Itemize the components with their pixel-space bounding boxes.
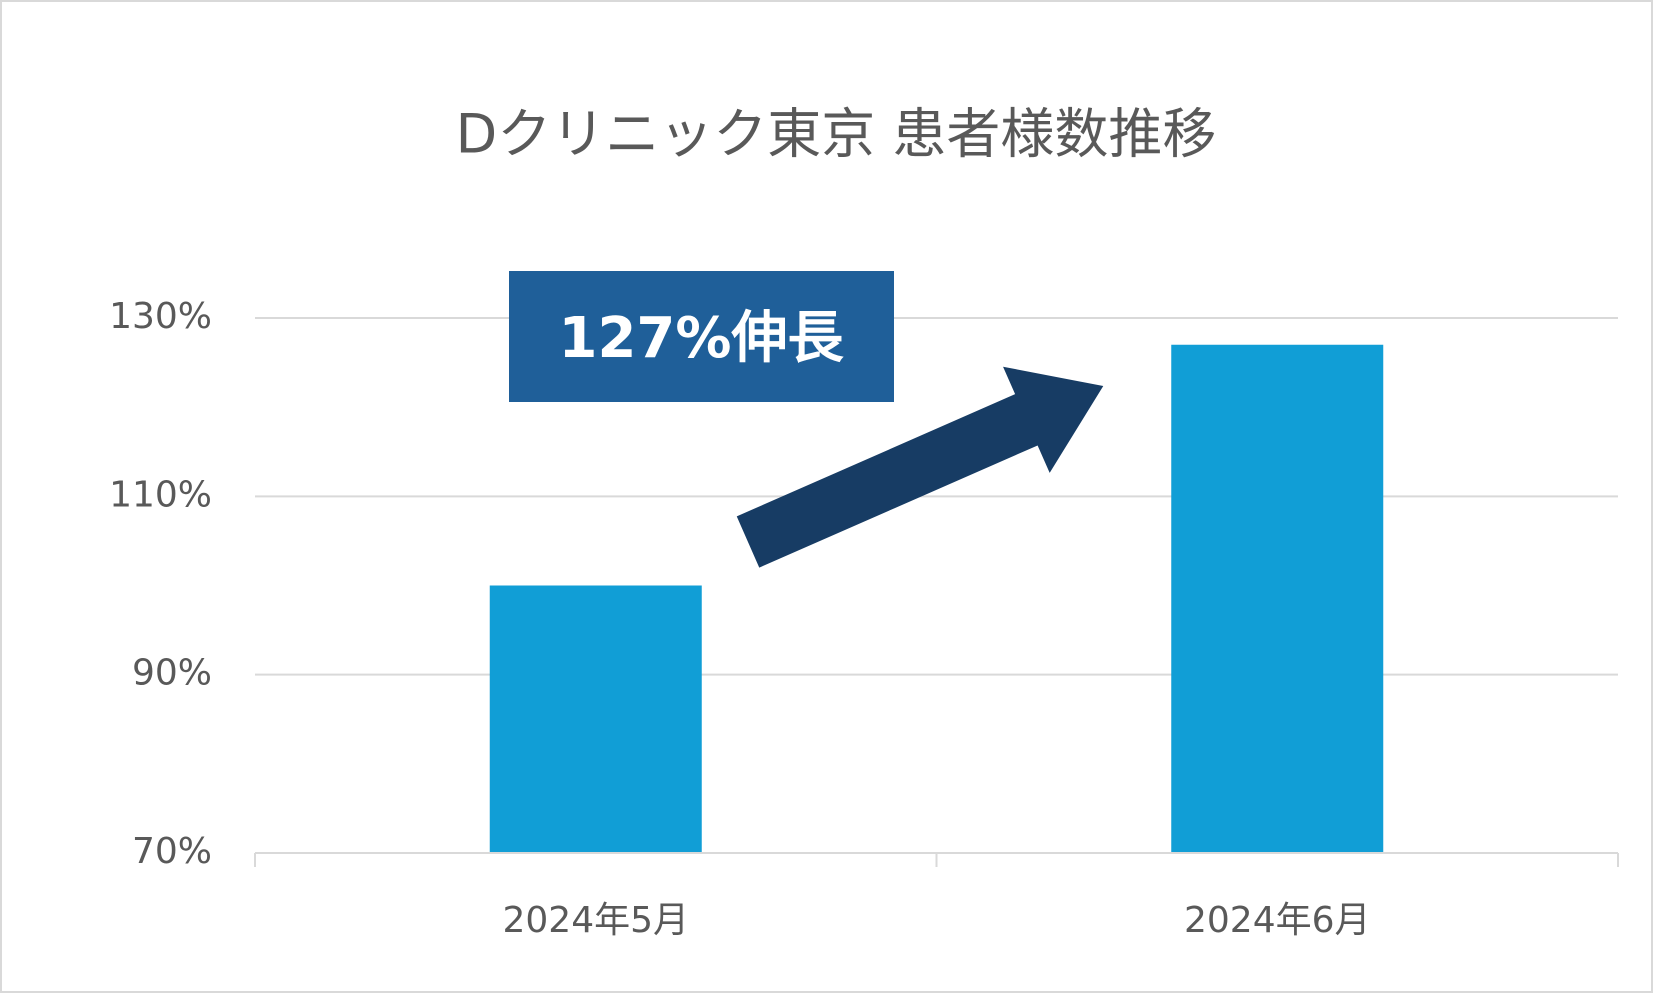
y-tick-label: 90% — [132, 653, 212, 694]
plot-area: 70% 90% 110% 130% 2024年5月 2024年6月 — [109, 296, 1619, 941]
bar — [1171, 344, 1384, 853]
y-tick-label: 110% — [109, 474, 212, 515]
x-tick-label: 2024年5月 — [502, 900, 689, 941]
y-tick-label: 130% — [109, 296, 212, 337]
annotation-text: 127%伸長 — [558, 306, 844, 371]
growth-arrow — [736, 366, 1104, 568]
x-tick-label: 2024年6月 — [1184, 900, 1371, 941]
chart-title: Dクリニック東京 患者様数推移 — [456, 103, 1217, 166]
annotation-box — [509, 271, 894, 402]
bar — [489, 585, 702, 853]
y-tick-label: 70% — [132, 831, 212, 872]
